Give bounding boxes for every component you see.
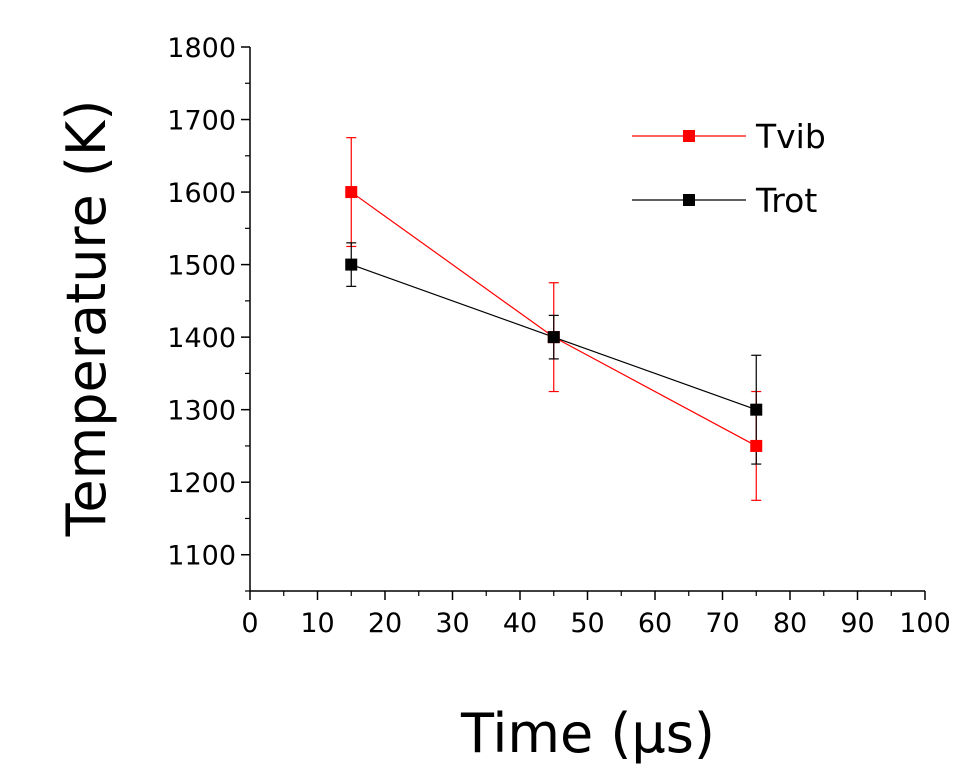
data-point-trot xyxy=(345,258,358,271)
y-ticks: 1100 1200 1300 1400 1500 1600 1700 1800 xyxy=(167,33,250,592)
y-tick-label: 1300 xyxy=(167,396,236,427)
data-point-tvib xyxy=(750,439,763,452)
legend-marker-tvib xyxy=(683,130,695,142)
x-tick-label: 30 xyxy=(435,608,469,639)
legend-marker-trot xyxy=(683,194,695,206)
y-tick-label: 1400 xyxy=(167,323,236,354)
x-tick-label: 0 xyxy=(241,608,258,639)
x-tick-label: 10 xyxy=(300,608,334,639)
data-point-trot xyxy=(750,403,763,416)
x-axis-title: Time (μs) xyxy=(460,702,715,764)
y-tick-label: 1800 xyxy=(167,33,236,64)
y-axis-title: Temperature (K) xyxy=(55,100,118,538)
x-tick-label: 20 xyxy=(368,608,402,639)
x-tick-label: 70 xyxy=(705,608,739,639)
y-tick-label: 1500 xyxy=(167,251,236,282)
y-tick-label: 1100 xyxy=(167,541,236,572)
legend-label-tvib: Tvib xyxy=(755,117,826,156)
data-point-trot xyxy=(547,331,560,344)
x-tick-label: 60 xyxy=(638,608,672,639)
legend: Tvib Trot xyxy=(632,117,826,220)
y-tick-label: 1700 xyxy=(167,106,236,137)
y-tick-label: 1200 xyxy=(167,468,236,499)
series-layer xyxy=(345,137,763,501)
x-tick-label: 40 xyxy=(503,608,537,639)
x-tick-label: 50 xyxy=(570,608,604,639)
x-tick-label: 100 xyxy=(899,608,951,639)
x-tick-label: 90 xyxy=(840,608,874,639)
x-tick-label: 80 xyxy=(773,608,807,639)
legend-label-trot: Trot xyxy=(755,181,817,220)
data-point-tvib xyxy=(345,186,358,199)
x-ticks: 0 10 20 30 40 50 60 70 80 90 100 xyxy=(241,591,951,639)
y-tick-label: 1600 xyxy=(167,178,236,209)
